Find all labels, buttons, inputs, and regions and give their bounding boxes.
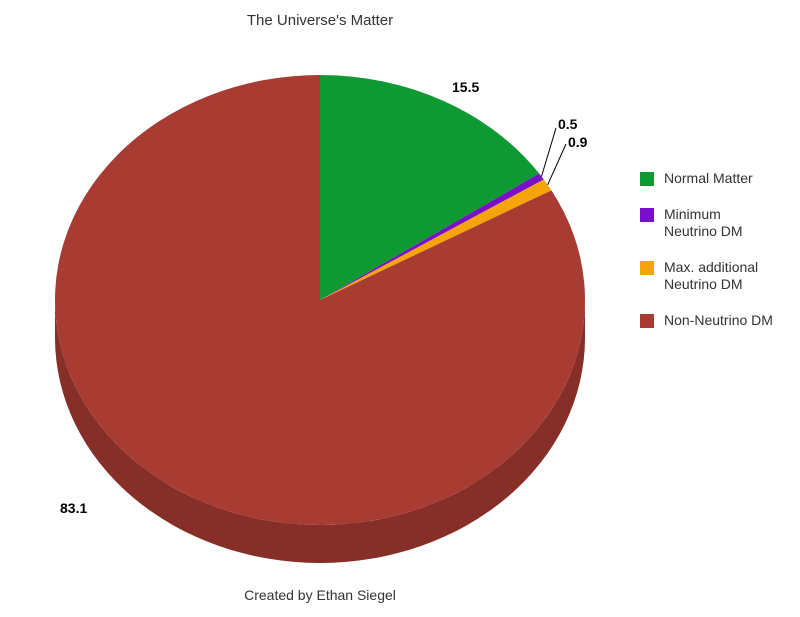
leader-line	[548, 144, 566, 185]
slice-value-label: 15.5	[452, 79, 479, 95]
legend-label: Max. additional Neutrino DM	[664, 259, 774, 294]
legend-label: Non-Neutrino DM	[664, 312, 773, 330]
legend-label: Minimum Neutrino DM	[664, 206, 774, 241]
slice-value-label: 83.1	[60, 500, 87, 516]
legend-item: Non-Neutrino DM	[640, 312, 790, 330]
legend-item: Max. additional Neutrino DM	[640, 259, 790, 294]
legend: Normal Matter Minimum Neutrino DM Max. add…	[640, 170, 790, 347]
legend-swatch	[640, 172, 654, 186]
chart-container: { "chart": { "type": "pie-3d", "title": …	[0, 0, 800, 617]
legend-swatch	[640, 208, 654, 222]
legend-item: Normal Matter	[640, 170, 790, 188]
legend-swatch	[640, 261, 654, 275]
leader-line	[541, 128, 556, 176]
slice-value-label: 0.9	[568, 134, 587, 150]
legend-item: Minimum Neutrino DM	[640, 206, 790, 241]
slice-value-label: 0.5	[558, 116, 577, 132]
chart-caption: Created by Ethan Siegel	[0, 587, 640, 603]
legend-label: Normal Matter	[664, 170, 753, 188]
legend-swatch	[640, 314, 654, 328]
